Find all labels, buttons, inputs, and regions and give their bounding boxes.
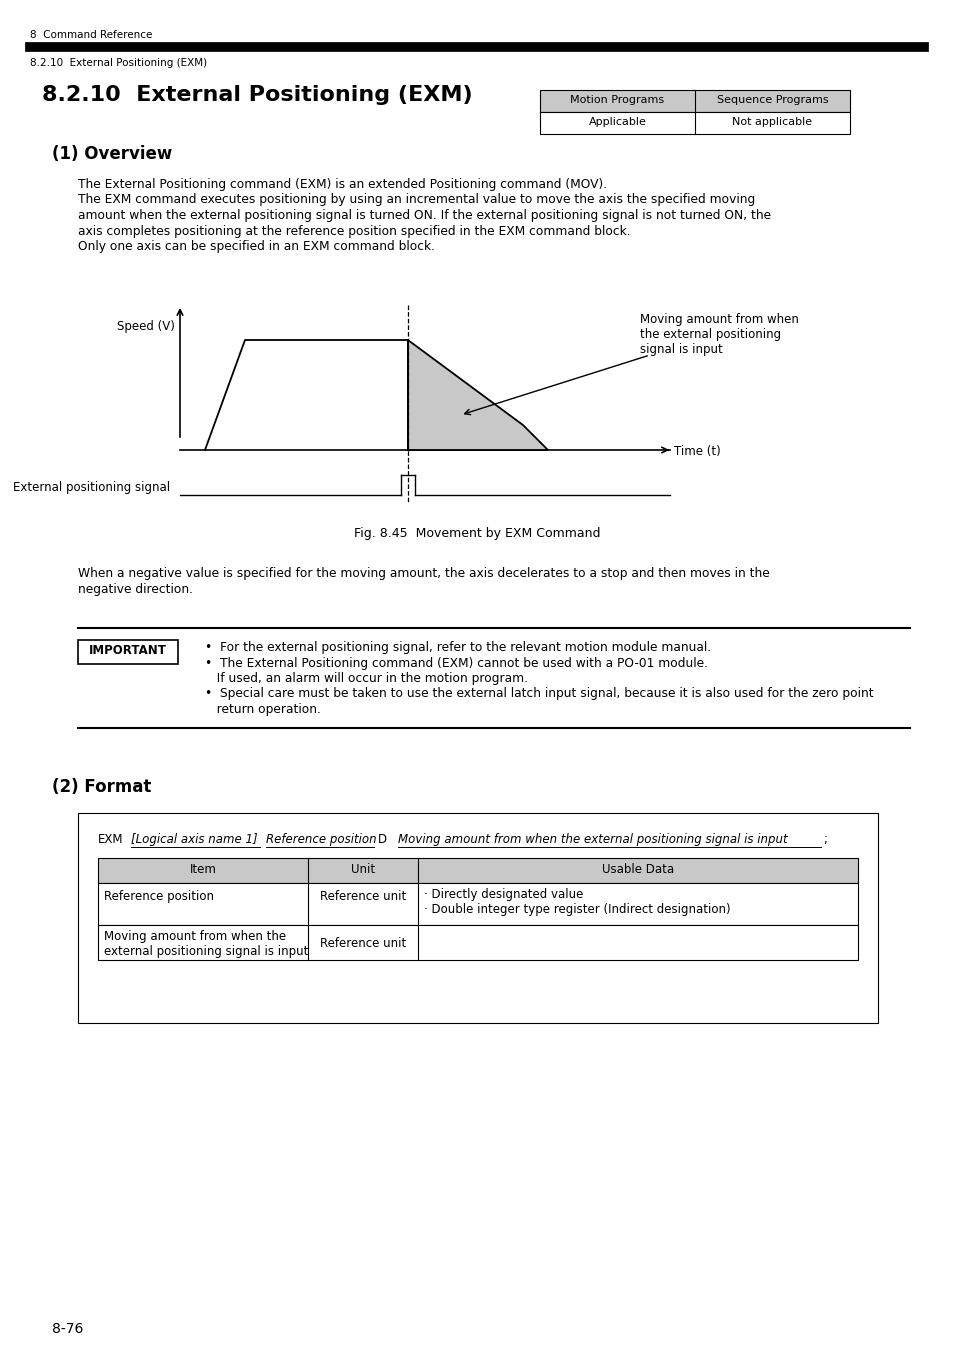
Text: Moving amount from when the external positioning signal is input: Moving amount from when the external pos… <box>397 833 787 846</box>
Text: Moving amount from when the: Moving amount from when the <box>104 930 286 944</box>
Text: 8.2.10  External Positioning (EXM): 8.2.10 External Positioning (EXM) <box>30 58 207 68</box>
Text: Time (t): Time (t) <box>673 444 720 458</box>
Bar <box>98 883 857 925</box>
Text: Reference position: Reference position <box>104 890 213 903</box>
Text: Only one axis can be specified in an EXM command block.: Only one axis can be specified in an EXM… <box>78 240 435 252</box>
Text: 8-76: 8-76 <box>52 1322 83 1336</box>
Text: •  For the external positioning signal, refer to the relevant motion module manu: • For the external positioning signal, r… <box>205 641 710 653</box>
Text: •  Special care must be taken to use the external latch input signal, because it: • Special care must be taken to use the … <box>205 687 873 701</box>
Text: axis completes positioning at the reference position specified in the EXM comman: axis completes positioning at the refere… <box>78 224 630 238</box>
Text: Moving amount from when
the external positioning
signal is input: Moving amount from when the external pos… <box>639 313 798 356</box>
Text: · Directly designated value: · Directly designated value <box>423 888 583 900</box>
Bar <box>78 813 877 1023</box>
Text: Reference unit: Reference unit <box>319 937 406 950</box>
Text: Unit: Unit <box>351 863 375 876</box>
Text: Speed (V): Speed (V) <box>117 320 174 333</box>
Bar <box>98 925 857 960</box>
Text: Sequence Programs: Sequence Programs <box>716 95 827 105</box>
Text: External positioning signal: External positioning signal <box>12 481 170 494</box>
Text: Fig. 8.45  Movement by EXM Command: Fig. 8.45 Movement by EXM Command <box>354 526 599 540</box>
Text: 8.2.10  External Positioning (EXM): 8.2.10 External Positioning (EXM) <box>42 85 472 105</box>
Text: Reference position: Reference position <box>266 833 376 846</box>
Text: IMPORTANT: IMPORTANT <box>89 644 167 657</box>
Text: ;: ; <box>822 833 826 846</box>
Bar <box>98 859 857 883</box>
Text: negative direction.: negative direction. <box>78 582 193 595</box>
Text: Usable Data: Usable Data <box>601 863 674 876</box>
Text: The EXM command executes positioning by using an incremental value to move the a: The EXM command executes positioning by … <box>78 193 755 207</box>
Text: When a negative value is specified for the moving amount, the axis decelerates t: When a negative value is specified for t… <box>78 567 769 580</box>
Text: The External Positioning command (EXM) is an extended Positioning command (MOV).: The External Positioning command (EXM) i… <box>78 178 606 190</box>
Text: [Logical axis name 1]: [Logical axis name 1] <box>131 833 257 846</box>
Text: return operation.: return operation. <box>205 703 320 716</box>
Text: Reference unit: Reference unit <box>319 890 406 903</box>
Bar <box>539 90 849 112</box>
Text: •  The External Positioning command (EXM) cannot be used with a PO-01 module.: • The External Positioning command (EXM)… <box>205 656 707 670</box>
Text: Not applicable: Not applicable <box>732 117 812 127</box>
Text: 8  Command Reference: 8 Command Reference <box>30 30 152 40</box>
Text: D: D <box>377 833 387 846</box>
Text: Motion Programs: Motion Programs <box>570 95 664 105</box>
Text: · Double integer type register (Indirect designation): · Double integer type register (Indirect… <box>423 903 730 917</box>
Text: (1) Overview: (1) Overview <box>52 144 172 163</box>
Bar <box>78 640 178 664</box>
Text: If used, an alarm will occur in the motion program.: If used, an alarm will occur in the moti… <box>205 672 527 684</box>
Polygon shape <box>408 340 547 450</box>
Bar <box>539 112 849 134</box>
Text: amount when the external positioning signal is turned ON. If the external positi: amount when the external positioning sig… <box>78 209 770 221</box>
Text: Item: Item <box>190 863 216 876</box>
Text: Applicable: Applicable <box>588 117 646 127</box>
Text: (2) Format: (2) Format <box>52 778 152 796</box>
Text: external positioning signal is input: external positioning signal is input <box>104 945 308 958</box>
Text: EXM: EXM <box>98 833 123 846</box>
